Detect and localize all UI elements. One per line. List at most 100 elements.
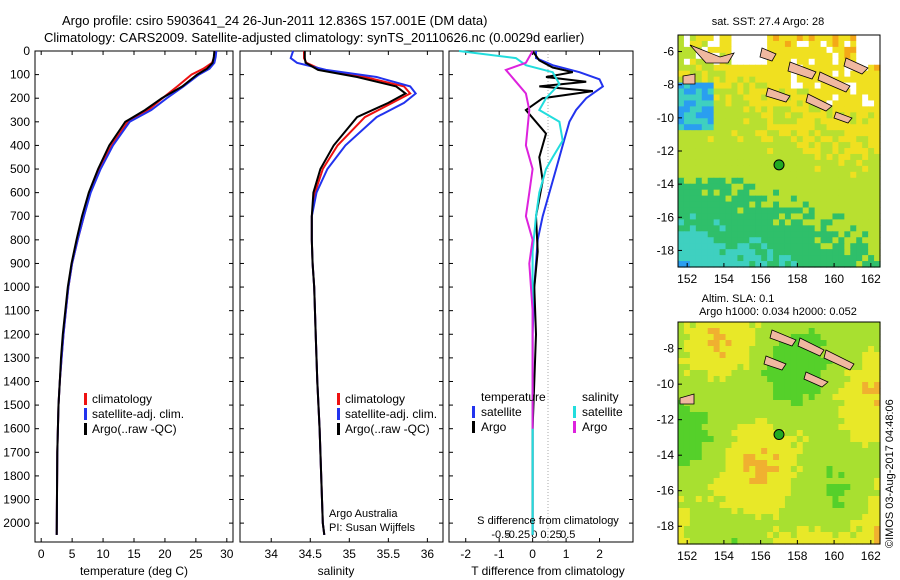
map-cell bbox=[862, 189, 869, 197]
map-cell bbox=[695, 448, 703, 455]
map-cell bbox=[678, 376, 685, 383]
map-cell bbox=[719, 460, 727, 467]
map-cell bbox=[743, 412, 750, 419]
map-cell bbox=[731, 346, 739, 353]
map-cell bbox=[725, 478, 733, 485]
map-cell bbox=[826, 100, 834, 107]
map-cell bbox=[725, 231, 733, 238]
map-cell bbox=[832, 514, 840, 521]
map-cell bbox=[749, 213, 756, 221]
map-cell bbox=[701, 460, 709, 467]
map-cell bbox=[761, 424, 768, 431]
map-cell bbox=[725, 100, 733, 107]
island bbox=[759, 47, 777, 62]
y-tick-label: 500 bbox=[10, 162, 30, 176]
map-cell bbox=[767, 472, 774, 479]
map-cell bbox=[761, 195, 768, 203]
map-cell bbox=[826, 183, 834, 191]
map-cell bbox=[731, 478, 739, 485]
map-cell bbox=[844, 328, 851, 335]
map-cell bbox=[701, 346, 709, 353]
map-cell bbox=[838, 249, 845, 256]
map-cell bbox=[838, 454, 845, 461]
map-cell bbox=[725, 436, 733, 443]
map-cell bbox=[832, 130, 840, 137]
map-cell bbox=[761, 130, 768, 137]
map-cell bbox=[683, 502, 691, 509]
map-cell bbox=[862, 52, 869, 60]
map-cell bbox=[868, 249, 875, 256]
map-cell bbox=[784, 448, 792, 455]
map-cell bbox=[755, 207, 762, 215]
y-tick-label: 1900 bbox=[3, 493, 30, 507]
map-cell bbox=[850, 352, 857, 359]
map-cell bbox=[838, 70, 845, 78]
map-cell bbox=[832, 237, 840, 244]
map-cell bbox=[678, 340, 685, 347]
map-cell bbox=[689, 484, 697, 491]
map-cell bbox=[743, 148, 750, 155]
map-cell bbox=[701, 376, 709, 383]
map-cell bbox=[862, 418, 869, 425]
map-cell bbox=[856, 88, 863, 96]
map-cell bbox=[868, 255, 875, 262]
map-cell bbox=[779, 328, 786, 335]
map-cell bbox=[796, 261, 804, 268]
map-cell bbox=[725, 88, 733, 96]
map-cell bbox=[707, 124, 715, 131]
map-cell bbox=[683, 478, 691, 485]
map-cell bbox=[725, 76, 733, 84]
map-cell bbox=[689, 532, 697, 539]
map-cell bbox=[838, 106, 845, 113]
map-cell bbox=[749, 442, 756, 449]
map-cell bbox=[749, 496, 756, 503]
map-cell bbox=[808, 243, 816, 250]
map-cell bbox=[749, 88, 756, 96]
map-cell bbox=[683, 526, 691, 533]
difference-plot-frame bbox=[448, 50, 634, 543]
map-cell bbox=[713, 171, 721, 179]
map-cell bbox=[802, 412, 810, 419]
map-cell bbox=[868, 76, 875, 84]
map-cell bbox=[874, 424, 881, 431]
map-cell bbox=[707, 213, 715, 221]
map-cell bbox=[820, 195, 828, 203]
map-cell bbox=[796, 406, 804, 413]
map-cell bbox=[808, 412, 816, 419]
map-cell bbox=[850, 124, 857, 131]
map-cell bbox=[701, 442, 709, 449]
map-cell bbox=[737, 382, 744, 389]
map-cell bbox=[862, 526, 869, 533]
map-cell bbox=[713, 40, 721, 48]
map-cell bbox=[862, 448, 869, 455]
map-cell bbox=[683, 436, 691, 443]
map-cell bbox=[773, 249, 780, 256]
map-cell bbox=[725, 466, 733, 473]
map-cell bbox=[719, 207, 727, 215]
map-cell bbox=[832, 430, 840, 437]
map-cell bbox=[695, 400, 703, 407]
y-tick-label: 700 bbox=[10, 209, 30, 223]
map-cell bbox=[678, 142, 685, 149]
map-cell bbox=[689, 106, 697, 113]
map-cell bbox=[713, 472, 721, 479]
map-cell bbox=[701, 46, 709, 54]
map-cell bbox=[838, 207, 845, 215]
map-cell bbox=[832, 94, 840, 102]
map-cell bbox=[874, 454, 881, 461]
map-cell bbox=[683, 100, 691, 107]
map-cell bbox=[862, 424, 869, 431]
map-cell bbox=[773, 82, 780, 90]
map-cell bbox=[731, 76, 739, 84]
map-cell bbox=[725, 207, 733, 215]
map-cell bbox=[862, 58, 869, 66]
map-cell bbox=[838, 171, 845, 179]
map-cell bbox=[838, 261, 845, 268]
map-cell bbox=[737, 88, 744, 96]
map-cell bbox=[832, 219, 840, 226]
map-cell bbox=[868, 165, 875, 173]
map-cell bbox=[784, 243, 792, 250]
map-cell bbox=[838, 142, 845, 149]
map-cell bbox=[773, 243, 780, 250]
map-cell bbox=[856, 255, 863, 262]
